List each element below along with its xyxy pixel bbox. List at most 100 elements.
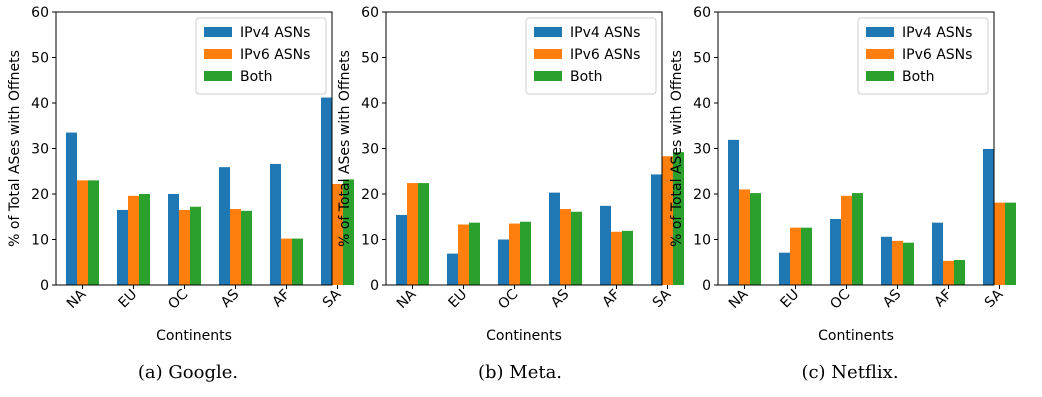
legend-swatch-ipv6-asns xyxy=(866,49,894,59)
bar-ipv6-asns-eu xyxy=(128,195,139,285)
x-tick-label-na: NA xyxy=(726,286,752,312)
y-tick-label: 60 xyxy=(31,5,49,21)
bar-ipv4-asns-sa xyxy=(983,148,994,285)
legend-label-ipv4-asns: IPv4 ASNs xyxy=(902,25,972,41)
y-tick-label: 50 xyxy=(31,51,49,67)
x-tick-label-oc: OC xyxy=(827,286,853,312)
x-tick-label-eu: EU xyxy=(446,287,471,312)
bar-ipv6-asns-eu xyxy=(458,224,469,285)
x-tick-label-eu: EU xyxy=(778,287,803,312)
bar-ipv6-asns-af xyxy=(281,238,292,285)
x-tick-label-oc: OC xyxy=(495,286,521,312)
y-tick-label: 40 xyxy=(693,96,711,112)
bar-both-sa xyxy=(343,179,354,285)
y-tick-label: 10 xyxy=(361,233,379,249)
legend-label-both: Both xyxy=(240,69,273,85)
y-tick-label: 40 xyxy=(361,96,379,112)
bar-ipv6-asns-af xyxy=(943,260,954,285)
legend-label-both: Both xyxy=(570,69,603,85)
bar-ipv4-asns-oc xyxy=(830,219,841,285)
legend-swatch-both xyxy=(534,71,562,81)
x-tick-label-as: AS xyxy=(218,286,242,310)
y-tick-label: 20 xyxy=(361,187,379,203)
y-tick-label: 30 xyxy=(693,142,711,158)
bar-ipv4-asns-oc xyxy=(498,239,509,285)
bar-both-af xyxy=(622,230,633,285)
bar-both-as xyxy=(571,211,582,285)
x-axis-label: Continents xyxy=(486,328,562,344)
bar-ipv6-asns-af xyxy=(611,231,622,285)
caption-netflix: (c) Netflix. xyxy=(801,362,899,383)
legend-swatch-both xyxy=(204,71,232,81)
bar-ipv6-asns-na xyxy=(739,189,750,285)
y-tick-label: 30 xyxy=(361,142,379,158)
bar-ipv6-asns-na xyxy=(407,183,418,285)
bar-both-af xyxy=(292,238,303,285)
y-tick-label: 0 xyxy=(370,278,379,294)
bar-ipv4-asns-af xyxy=(600,205,611,285)
y-tick-label: 0 xyxy=(702,278,711,294)
y-tick-label: 20 xyxy=(693,187,711,203)
bar-ipv6-asns-oc xyxy=(179,209,190,285)
bar-both-oc xyxy=(520,221,531,285)
x-axis-label: Continents xyxy=(156,328,232,344)
bar-ipv6-asns-sa xyxy=(994,202,1005,285)
bar-ipv6-asns-oc xyxy=(509,223,520,285)
legend-label-ipv6-asns: IPv6 ASNs xyxy=(240,47,310,63)
bar-both-oc xyxy=(852,193,863,285)
bar-ipv6-asns-as xyxy=(230,209,241,285)
bar-ipv6-asns-oc xyxy=(841,195,852,285)
y-tick-label: 0 xyxy=(40,278,49,294)
y-axis-label: % of Total ASes with Offnets xyxy=(7,50,23,247)
y-axis-label: % of Total ASes with Offnets xyxy=(337,50,353,247)
bar-ipv6-asns-as xyxy=(560,209,571,285)
x-tick-label-as: AS xyxy=(548,286,572,310)
y-tick-label: 40 xyxy=(31,96,49,112)
y-tick-label: 10 xyxy=(31,233,49,249)
bar-both-as xyxy=(903,242,914,285)
legend-label-both: Both xyxy=(902,69,935,85)
bar-ipv4-asns-sa xyxy=(651,174,662,285)
legend-label-ipv4-asns: IPv4 ASNs xyxy=(570,25,640,41)
bar-ipv4-asns-na xyxy=(728,139,739,285)
y-axis-label: % of Total ASes with Offnets xyxy=(669,50,685,247)
bar-ipv6-asns-as xyxy=(892,240,903,285)
chart-panel-0: 0 10 20 30 40 50 60 NA EU OC AS AF SA Continents % of … xyxy=(7,5,354,344)
bar-both-af xyxy=(954,259,965,285)
x-tick-label-sa: SA xyxy=(320,286,345,311)
bar-both-na xyxy=(88,180,99,285)
x-tick-label-eu: EU xyxy=(116,287,141,312)
bar-ipv4-asns-as xyxy=(549,192,560,285)
legend-swatch-ipv4-asns xyxy=(204,27,232,37)
chart-panel-1: 0 10 20 30 40 50 60 NA EU OC AS AF SA Continents % of … xyxy=(337,5,684,344)
x-tick-label-oc: OC xyxy=(165,286,191,312)
legend-label-ipv6-asns: IPv6 ASNs xyxy=(570,47,640,63)
bar-both-sa xyxy=(673,152,684,285)
y-tick-label: 60 xyxy=(361,5,379,21)
y-tick-label: 20 xyxy=(31,187,49,203)
bar-both-eu xyxy=(801,227,812,285)
bar-ipv4-asns-oc xyxy=(168,194,179,285)
bar-ipv4-asns-eu xyxy=(779,252,790,285)
chart-panel-2: 0 10 20 30 40 50 60 NA EU OC AS AF SA Continents % of … xyxy=(669,5,1016,344)
bar-ipv4-asns-eu xyxy=(447,253,458,285)
y-tick-label: 60 xyxy=(693,5,711,21)
bar-ipv4-asns-as xyxy=(219,167,230,285)
legend-label-ipv6-asns: IPv6 ASNs xyxy=(902,47,972,63)
caption-google: (a) Google. xyxy=(137,362,239,383)
bar-both-oc xyxy=(190,206,201,285)
bar-both-na xyxy=(418,183,429,285)
legend-label-ipv4-asns: IPv4 ASNs xyxy=(240,25,310,41)
x-tick-label-af: AF xyxy=(600,287,624,311)
bar-both-na xyxy=(750,193,761,285)
x-tick-label-sa: SA xyxy=(650,286,675,311)
legend-swatch-ipv6-asns xyxy=(534,49,562,59)
bar-ipv6-asns-na xyxy=(77,180,88,285)
x-tick-label-af: AF xyxy=(932,287,956,311)
bar-ipv6-asns-eu xyxy=(790,227,801,285)
caption-meta: (b) Meta. xyxy=(477,362,563,383)
bar-both-eu xyxy=(469,222,480,285)
x-tick-label-as: AS xyxy=(880,286,904,310)
y-tick-label: 10 xyxy=(693,233,711,249)
